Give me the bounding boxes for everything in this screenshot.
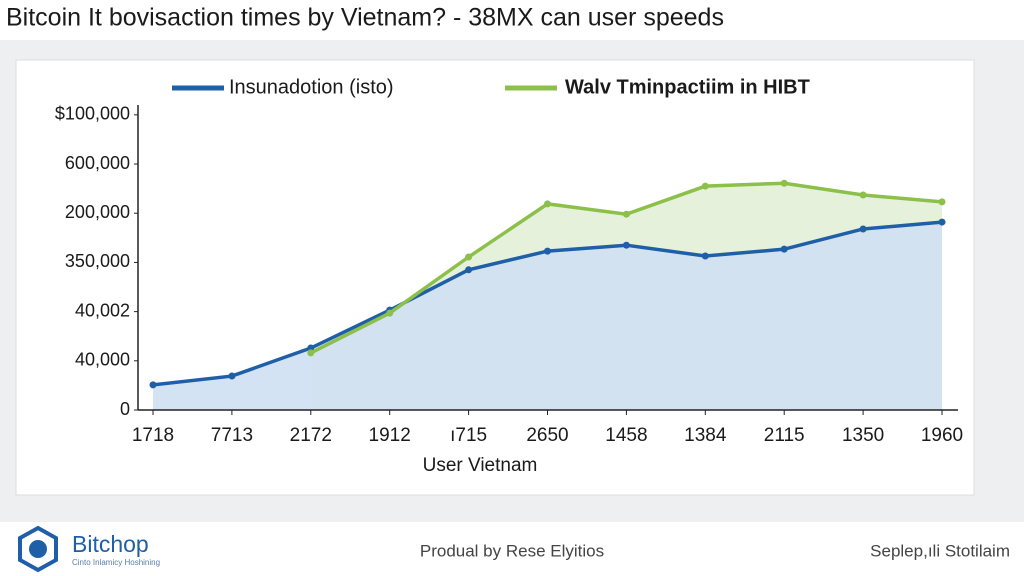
point: [780, 179, 788, 187]
legend-label: Walv Tminpactiim in HIBT: [565, 76, 810, 98]
point: [307, 344, 315, 352]
y-tick-label: 600,000: [65, 153, 130, 173]
x-tick-label: ı715: [450, 425, 487, 446]
legend-label: Insunadotion (isto): [229, 76, 394, 98]
point: [701, 252, 709, 260]
point: [859, 191, 867, 199]
credit: Produal by Rese Elyitios: [420, 541, 604, 560]
point: [465, 266, 473, 274]
point: [938, 218, 946, 226]
point: [780, 245, 788, 253]
x-tick-label: 1350: [842, 425, 884, 446]
title-bar: [0, 0, 1024, 40]
logo-icon: [18, 525, 58, 573]
footer: [0, 522, 1024, 576]
y-tick-label: 40,000: [75, 350, 130, 370]
source: Seplep,ıli Stotilaim: [870, 541, 1010, 560]
point: [859, 225, 867, 233]
point: [465, 253, 473, 261]
point: [701, 182, 709, 190]
x-tick-label: 2115: [764, 425, 805, 446]
point: [386, 309, 394, 317]
brand-tagline: Cinto Inlamicy Hoshining: [72, 558, 160, 567]
point: [228, 372, 236, 380]
point: [307, 349, 315, 357]
point: [149, 381, 157, 389]
brand: Bitchop: [72, 531, 149, 557]
y-tick-label: 200,000: [65, 202, 130, 222]
x-tick-label: 2172: [290, 425, 332, 446]
area: [153, 222, 942, 410]
point: [938, 198, 946, 206]
y-tick-label: 40,002: [75, 300, 130, 320]
x-tick-label: 1912: [369, 425, 411, 446]
y-tick-label: 350,000: [65, 251, 130, 271]
x-tick-label: 1718: [132, 425, 174, 446]
x-tick-label: 1384: [684, 425, 727, 446]
y-tick-label: $100,000: [55, 104, 130, 124]
x-axis-label: User Vietnam: [423, 455, 538, 476]
x-tick-label: 1960: [921, 425, 963, 446]
chart-title: Bitcoin It bovisaction times by Vietnam?…: [6, 4, 724, 32]
x-tick-label: 1458: [605, 425, 647, 446]
point: [544, 247, 551, 255]
logo-coin: [29, 540, 47, 558]
y-tick-label: 0: [120, 399, 130, 419]
point: [622, 210, 630, 218]
x-tick-label: 2650: [526, 425, 568, 446]
point: [544, 200, 551, 208]
point: [622, 241, 630, 249]
x-tick-label: 7713: [211, 425, 253, 446]
